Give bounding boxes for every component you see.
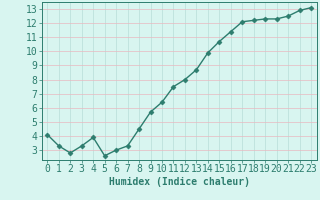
X-axis label: Humidex (Indice chaleur): Humidex (Indice chaleur) xyxy=(109,177,250,187)
